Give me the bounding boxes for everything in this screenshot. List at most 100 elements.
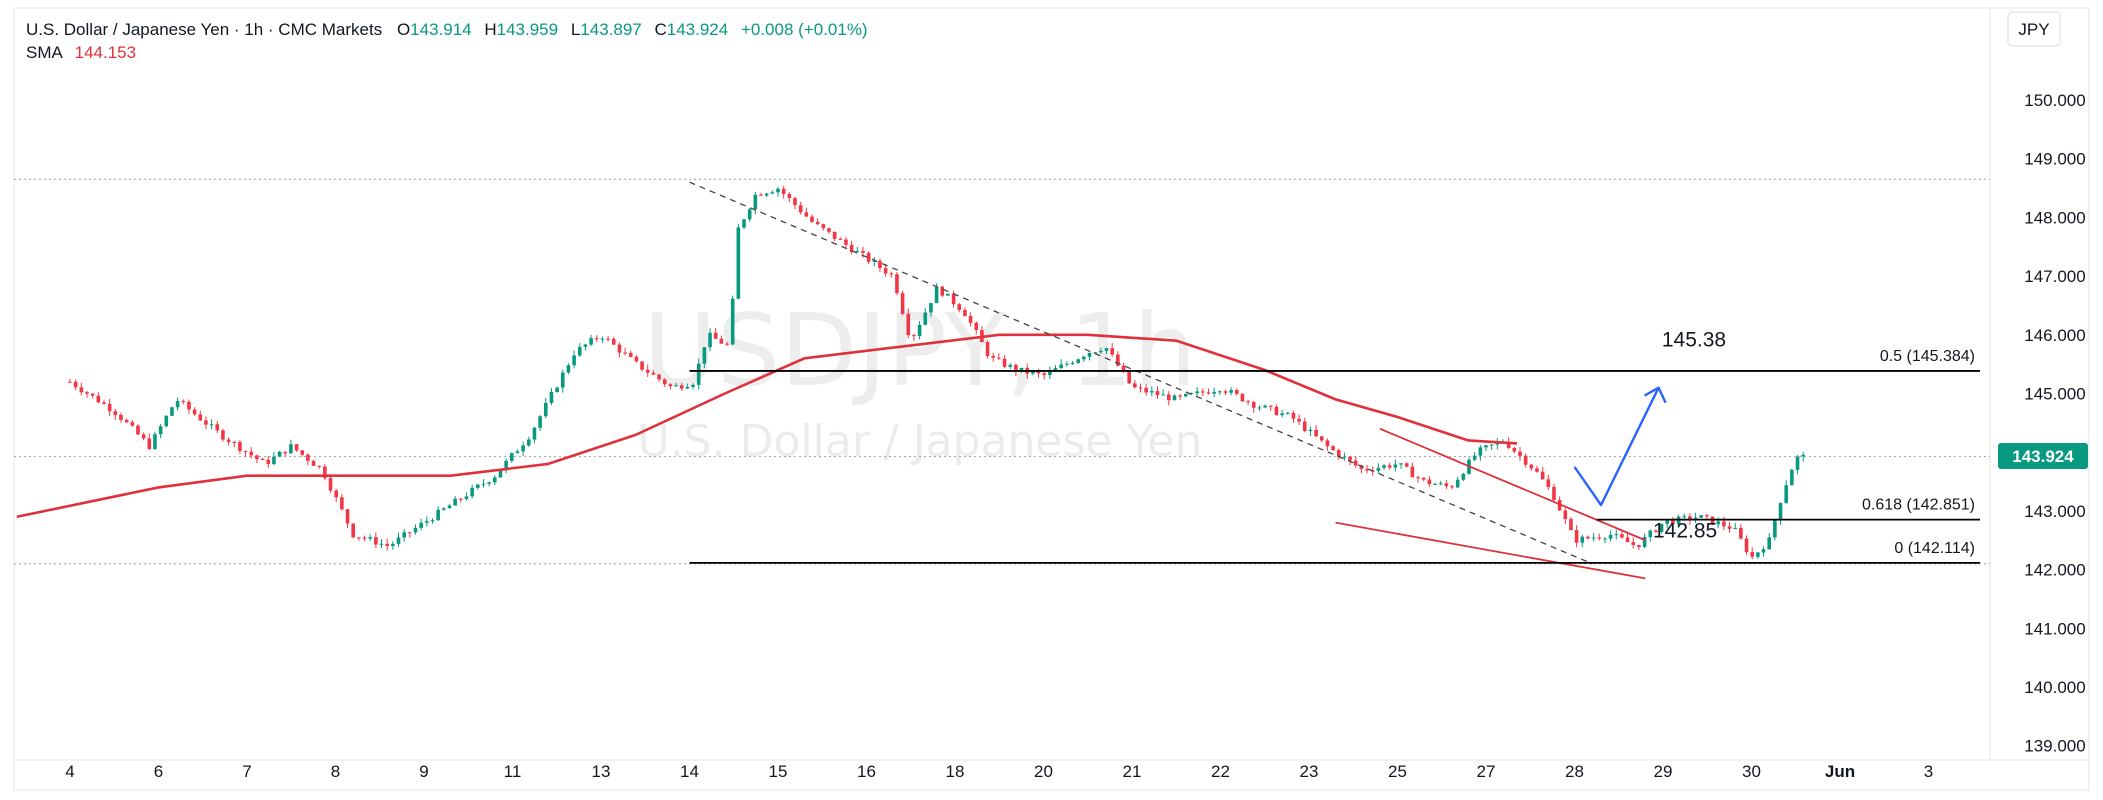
candle-body — [719, 338, 724, 344]
candle-body — [1048, 370, 1052, 376]
candle-body — [1297, 418, 1301, 422]
x-tick-label: 11 — [504, 762, 522, 781]
candle-body — [543, 402, 548, 417]
candle-body — [1727, 526, 1732, 529]
candle-body — [153, 434, 157, 449]
arrow-head — [1643, 386, 1667, 404]
candle-body — [481, 483, 486, 485]
candle-body — [1065, 363, 1069, 365]
candle-body — [442, 508, 446, 510]
candle-body — [702, 347, 707, 364]
candle-body — [1699, 515, 1704, 518]
candle-body — [1393, 464, 1398, 468]
candle-body — [113, 411, 118, 415]
candle-body — [753, 194, 758, 210]
candle-body — [810, 216, 814, 222]
candle-body — [1223, 391, 1228, 393]
candle-body — [515, 451, 520, 454]
candle-body — [1739, 527, 1743, 539]
candle-body — [232, 441, 237, 443]
candle-body — [611, 338, 616, 345]
candle-body — [141, 434, 146, 439]
candle-body — [787, 193, 792, 199]
last-price-tag — [1998, 443, 2088, 469]
y-tick-label: 147.000 — [2024, 267, 2085, 286]
candle-body — [1586, 536, 1590, 539]
candle-body — [464, 496, 469, 500]
candle-body — [968, 316, 973, 323]
candle-body — [1540, 471, 1545, 480]
currency-label: JPY — [2018, 20, 2049, 39]
x-tick-label: 16 — [857, 762, 876, 781]
candle-body — [260, 458, 265, 460]
candle-body — [1155, 391, 1160, 396]
candle-body — [679, 385, 684, 389]
candle-body — [1150, 391, 1154, 393]
candle-body — [1665, 520, 1670, 524]
candle-body — [238, 442, 242, 451]
low-label: L — [571, 20, 580, 39]
price-axis[interactable]: 150.000 149.000 148.000 147.000 146.000 145.0… — [2024, 91, 2085, 756]
price-annotation: 145.38 — [1662, 329, 1726, 352]
candle-body — [323, 466, 327, 479]
candle-body — [917, 324, 922, 337]
candle-body — [1263, 405, 1267, 408]
x-tick-label: 18 — [946, 762, 965, 781]
candle-body — [1472, 455, 1477, 460]
candle-body — [1688, 516, 1692, 520]
sma-label: SMA — [26, 43, 64, 62]
candle-body — [90, 393, 95, 396]
candle-body — [1478, 447, 1483, 456]
candle-body — [951, 293, 956, 305]
candle-body — [102, 402, 106, 404]
sma-legend[interactable]: SMA 144.153 — [26, 43, 136, 62]
candle-body — [1336, 450, 1341, 457]
candle-body — [1455, 479, 1460, 488]
candle-body — [1359, 465, 1364, 469]
x-tick-label: 15 — [769, 762, 788, 781]
candle-body — [1268, 405, 1273, 407]
x-tick-label: 28 — [1565, 762, 1584, 781]
candle-body — [402, 532, 406, 538]
candle-body — [1206, 392, 1211, 394]
candle-body — [362, 537, 367, 539]
candle-body — [130, 422, 135, 426]
fib-levels: 0.5 (145.384) 0.618 (142.851) 0 (142.114) 1… — [689, 329, 1980, 564]
candle-body — [934, 286, 939, 304]
candle-body — [1784, 485, 1788, 503]
candle-body — [1608, 534, 1613, 539]
candle-body — [459, 498, 463, 500]
fib-level-label: 0 (142.114) — [1894, 540, 1975, 557]
candle-body — [1705, 515, 1709, 517]
candle-body — [1014, 364, 1018, 372]
high-value: 143.959 — [497, 20, 558, 39]
candle-body — [430, 520, 435, 522]
candle-body — [509, 453, 514, 461]
candle-body — [1648, 530, 1653, 538]
candle-body — [300, 450, 305, 455]
x-tick-label: 30 — [1742, 762, 1761, 781]
candle-body — [1387, 465, 1392, 468]
candle-body — [674, 385, 678, 387]
candle-body — [1614, 534, 1619, 536]
candle-body — [294, 444, 299, 451]
candle-body — [577, 346, 582, 356]
candle-body — [606, 338, 610, 340]
candle-body — [1535, 468, 1539, 472]
wedge-upper-line — [1379, 427, 1646, 542]
projection-arrow — [1573, 387, 1660, 507]
time-axis[interactable]: 4 6 7 8 9 11 13 14 15 16 18 20 21 22 23 25 27 28 29 30 Jun 3 — [65, 762, 1933, 781]
x-tick-label: 25 — [1388, 762, 1407, 781]
candle-body — [1121, 365, 1126, 372]
candle-body — [1382, 465, 1386, 468]
candle-body — [1795, 456, 1800, 470]
candle-body — [1416, 477, 1420, 479]
candle-body — [1733, 527, 1738, 529]
y-tick-label: 140.000 — [2024, 678, 2085, 697]
candle-body — [334, 490, 339, 498]
candle-body — [243, 450, 248, 452]
candle-body — [1325, 440, 1330, 447]
candle-body — [912, 335, 916, 337]
currency-button[interactable] — [2007, 11, 2061, 47]
